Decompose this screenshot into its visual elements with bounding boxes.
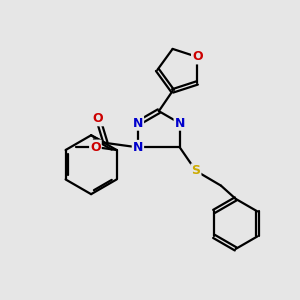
Text: S: S — [191, 164, 200, 177]
Text: O: O — [90, 141, 101, 154]
Text: O: O — [192, 50, 202, 63]
Text: N: N — [175, 117, 185, 130]
Text: N: N — [133, 141, 143, 154]
Text: O: O — [93, 112, 104, 125]
Text: N: N — [133, 117, 143, 130]
